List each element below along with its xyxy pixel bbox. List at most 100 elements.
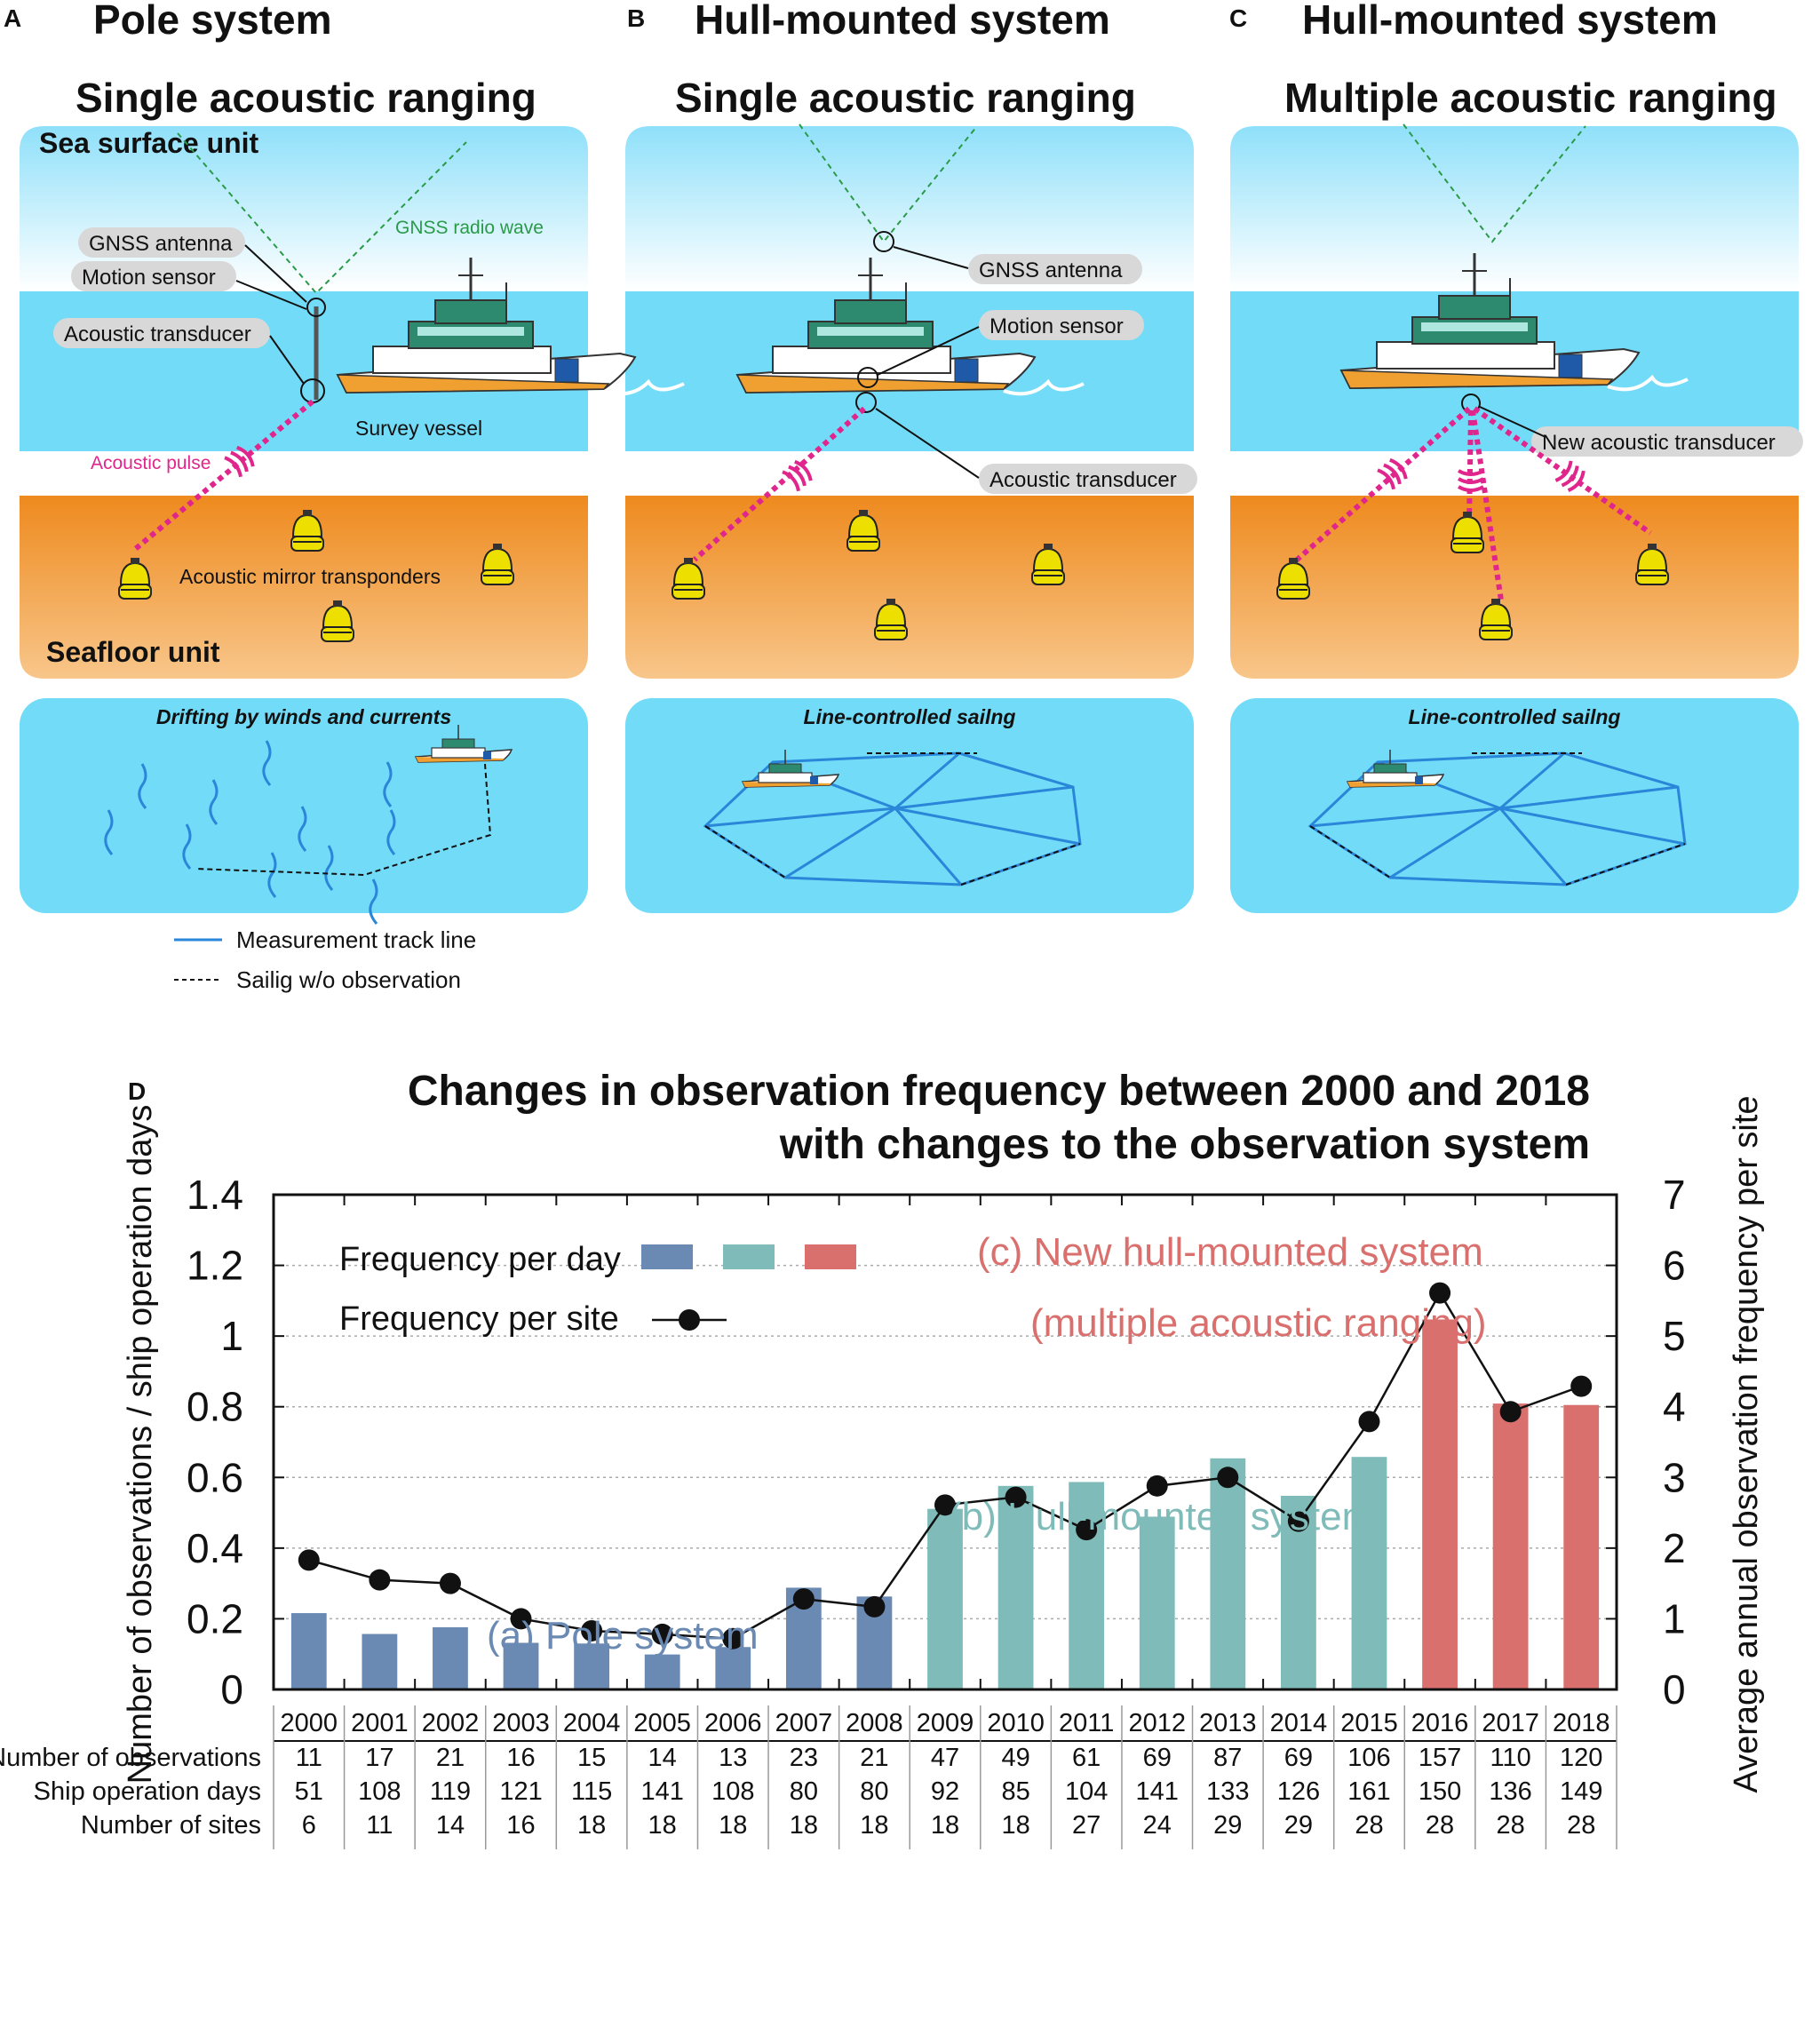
y-left-tick-7: 1.4	[187, 1172, 243, 1218]
table-cell-2-14: 29	[1284, 1811, 1313, 1840]
bar-2001	[362, 1634, 398, 1689]
annotation-pole: (a) Pole system	[487, 1614, 759, 1657]
acoustic-transducer-label-a: Acoustic transducer	[53, 318, 270, 348]
acoustic-waves-c2	[1458, 469, 1484, 492]
track-panel-a	[20, 698, 588, 913]
table-cell-0-5: 14	[648, 1744, 677, 1772]
x-tick-2011: 2011	[1059, 1709, 1114, 1737]
legend-per-site-label: Frequency per site	[339, 1300, 619, 1338]
y-right-tick-1: 1	[1663, 1595, 1686, 1641]
table-cell-1-10: 85	[1001, 1777, 1029, 1806]
table-cell-0-11: 61	[1072, 1744, 1101, 1772]
sea-surface-label: Sea surface unit	[39, 127, 259, 159]
x-tick-2016: 2016	[1411, 1709, 1469, 1737]
site-point-2007	[792, 1588, 815, 1610]
table-cell-0-3: 16	[506, 1744, 535, 1772]
transducer-marker-b	[855, 392, 877, 413]
x-tick-2000: 2000	[281, 1709, 338, 1737]
table-cell-1-13: 133	[1206, 1777, 1249, 1806]
x-tick-2013: 2013	[1199, 1709, 1257, 1737]
table-cell-1-14: 126	[1277, 1777, 1320, 1806]
annotation-hull: (b) Hull-mounted system	[949, 1495, 1374, 1538]
x-tick-2015: 2015	[1340, 1709, 1398, 1737]
annotation-new-line2: (multiple acoustic ranging)	[1030, 1301, 1487, 1345]
motion-sensor-label-a: Motion sensor	[71, 261, 236, 291]
survey-vessel-label: Survey vessel	[355, 417, 482, 440]
x-tick-2018: 2018	[1553, 1709, 1610, 1737]
bar-2003	[503, 1642, 539, 1689]
gnss-antenna-label-a-text: GNSS antenna	[89, 232, 233, 256]
bar-2004	[574, 1643, 609, 1689]
y-right-tick-6: 6	[1663, 1243, 1686, 1289]
y-left-tick-6: 1.2	[187, 1243, 243, 1289]
bar-2015	[1351, 1457, 1387, 1689]
x-tick-2009: 2009	[917, 1709, 974, 1737]
table-cell-2-17: 28	[1496, 1811, 1524, 1840]
gnss-antenna-label-b: GNSS antenna	[968, 254, 1142, 284]
seafloor-label: Seafloor unit	[46, 636, 220, 668]
legend-swatch-1	[723, 1244, 775, 1269]
site-point-2014	[1287, 1510, 1309, 1532]
chart-title-line1: Changes in observation frequency between…	[408, 1068, 1590, 1115]
acoustic-waves-a	[224, 445, 255, 478]
y-right-axis-title: Average annual observation frequency per…	[1728, 1095, 1765, 1793]
table-cell-0-8: 21	[860, 1744, 888, 1772]
y-right-tick-0: 0	[1663, 1666, 1686, 1713]
table-row-label-2: Number of sites	[81, 1811, 261, 1840]
leader-line-transducer-a	[269, 335, 305, 385]
motion-sensor-label-b-text: Motion sensor	[989, 314, 1124, 338]
y-left-tick-1: 0.2	[187, 1595, 243, 1641]
panel-b-title: Hull-mounted system	[695, 0, 1110, 43]
table-cell-1-0: 51	[295, 1777, 323, 1806]
table-cell-0-9: 47	[931, 1744, 959, 1772]
seafloor-a	[20, 496, 588, 679]
y-left-tick-3: 0.6	[187, 1454, 243, 1500]
table-cell-1-3: 121	[499, 1777, 542, 1806]
x-tick-2014: 2014	[1270, 1709, 1328, 1737]
table-cell-2-15: 28	[1355, 1811, 1383, 1840]
table-cell-0-4: 15	[577, 1744, 606, 1772]
track-caption-b: Line-controlled sailng	[804, 705, 1016, 728]
acoustic-waves-c3	[1554, 460, 1586, 492]
y-right-tick-2: 2	[1663, 1525, 1686, 1571]
table-cell-2-11: 27	[1072, 1811, 1101, 1840]
bar-2002	[433, 1626, 468, 1689]
track-caption-a: Drifting by winds and currents	[156, 705, 451, 728]
drift-track-8	[383, 761, 393, 807]
panel-c-letter: C	[1229, 4, 1247, 32]
site-point-2017	[1499, 1401, 1522, 1423]
table-cell-2-8: 18	[860, 1811, 888, 1840]
table-cell-0-16: 157	[1419, 1744, 1461, 1772]
y-left-tick-0: 0	[220, 1666, 243, 1713]
table-cell-2-2: 14	[436, 1811, 465, 1840]
gnss-antenna-label-b-text: GNSS antenna	[979, 258, 1123, 282]
drift-track-9	[386, 809, 396, 855]
site-point-2018	[1570, 1375, 1593, 1397]
site-point-2012	[1146, 1475, 1168, 1497]
y-left-axis-title: Number of observations / ship operation …	[122, 1105, 159, 1785]
acoustic-transducer-label-b-text: Acoustic transducer	[989, 468, 1177, 492]
table-cell-2-6: 18	[719, 1811, 747, 1840]
gnss-radio-wave-label: GNSS radio wave	[395, 218, 544, 238]
table-cell-1-17: 136	[1489, 1777, 1531, 1806]
motion-sensor-label-b: Motion sensor	[979, 310, 1144, 340]
new-transducer-label-c: New acoustic transducer	[1531, 426, 1803, 457]
acoustic-waves-c1	[1377, 457, 1408, 490]
table-cell-0-17: 110	[1490, 1744, 1531, 1772]
site-point-2009	[934, 1494, 956, 1516]
bar-2005	[644, 1654, 680, 1689]
y-left-tick-2: 0.4	[187, 1525, 243, 1571]
x-tick-2010: 2010	[987, 1709, 1045, 1737]
gnss-antenna-marker-a	[306, 298, 326, 317]
drift-track-11	[369, 878, 378, 925]
site-point-2013	[1217, 1467, 1239, 1489]
bar-2017	[1492, 1403, 1529, 1689]
legend-measurement-label: Measurement track line	[236, 926, 476, 953]
table-cell-2-9: 18	[931, 1811, 959, 1840]
legend-swatch-0	[641, 1244, 693, 1269]
acoustic-transducer-label-b: Acoustic transducer	[979, 464, 1197, 494]
drift-track-1	[138, 763, 147, 809]
y-right-tick-7: 7	[1663, 1172, 1686, 1218]
table-cell-2-4: 18	[577, 1811, 606, 1840]
new-transducer-label-c-text: New acoustic transducer	[1542, 431, 1776, 455]
